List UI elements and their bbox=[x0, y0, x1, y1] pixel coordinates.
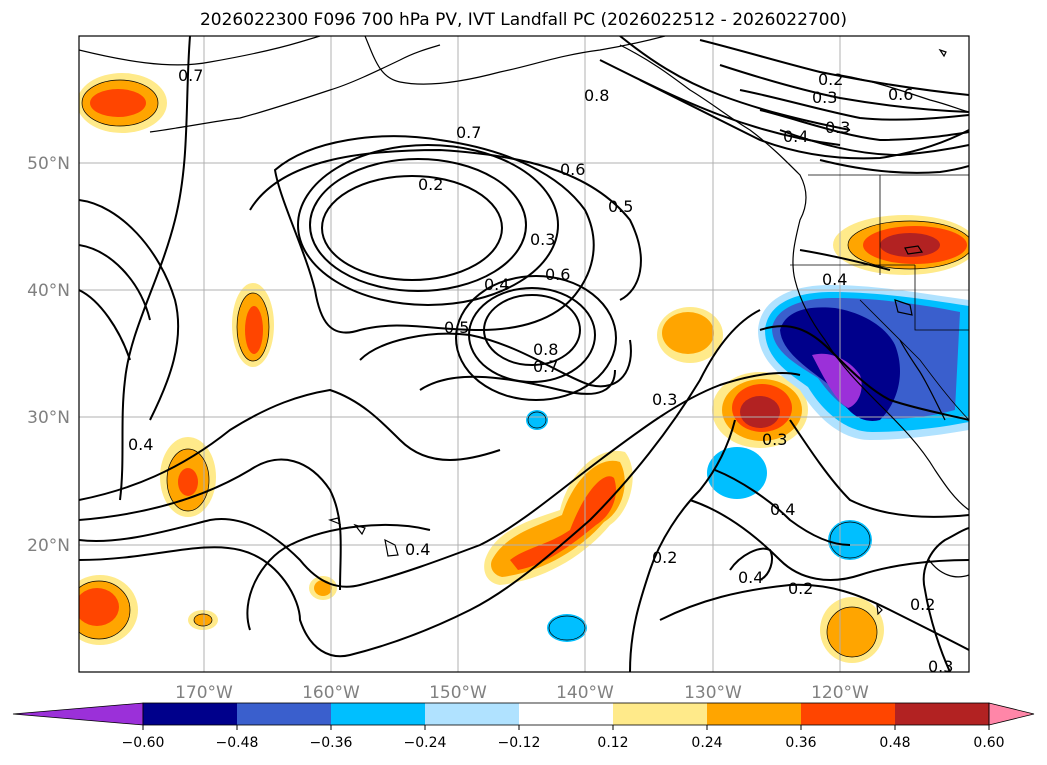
contour-label: 0.8 bbox=[584, 86, 609, 105]
contour-label: 0.3 bbox=[530, 230, 555, 249]
lat-axis-labels: 50°N 40°N 30°N 20°N bbox=[27, 154, 70, 556]
colorbar-tick-label: −0.24 bbox=[404, 735, 447, 751]
anomaly-shade-negative bbox=[812, 353, 862, 408]
contour-label: 0.2 bbox=[652, 548, 677, 567]
contour-label: 0.4 bbox=[770, 500, 795, 519]
colorbar-segment bbox=[237, 703, 332, 725]
anomaly-shade-negative bbox=[707, 447, 767, 499]
colorbar-tick-label: −0.60 bbox=[122, 735, 165, 751]
contour-label: 0.3 bbox=[812, 88, 837, 107]
contour-label: 0.4 bbox=[405, 540, 430, 559]
colorbar: −0.60 −0.48 −0.36 −0.24 −0.12 0.12 0.24 0.36 0.4… bbox=[12, 702, 1035, 751]
colorbar-segment bbox=[707, 703, 802, 725]
lat-label: 30°N bbox=[27, 408, 70, 428]
lat-label: 40°N bbox=[27, 281, 70, 301]
contour-label: 0.2 bbox=[418, 175, 443, 194]
anomaly-shade-band bbox=[510, 476, 616, 570]
colorbar-extend-low bbox=[12, 702, 144, 726]
colorbar-segment bbox=[331, 703, 426, 725]
lon-label: 140°W bbox=[556, 683, 614, 703]
colorbar-tick-label: −0.12 bbox=[498, 735, 541, 751]
anomaly-shade bbox=[740, 396, 780, 428]
colorbar-tick-label: 0.48 bbox=[879, 735, 910, 751]
lon-label: 160°W bbox=[302, 683, 360, 703]
contour-label: 0.2 bbox=[818, 70, 843, 89]
colorbar-segment bbox=[895, 703, 990, 725]
contour-label: 0.4 bbox=[128, 435, 153, 454]
contour-label: 0.6 bbox=[545, 265, 570, 284]
lon-label: 170°W bbox=[175, 683, 233, 703]
anomaly-shade-nw bbox=[90, 89, 146, 117]
contour-label: 0.3 bbox=[762, 430, 787, 449]
colorbar-segment bbox=[425, 703, 520, 725]
anomaly-shade bbox=[194, 614, 212, 626]
contour-label: 0.7 bbox=[533, 357, 558, 376]
colorbar-segment bbox=[519, 703, 614, 725]
map-frame bbox=[78, 35, 970, 673]
contour-label: 0.6 bbox=[560, 160, 585, 179]
colorbar-tick-label: −0.48 bbox=[216, 735, 259, 751]
contour-label: 0.5 bbox=[608, 197, 633, 216]
colorbar-extend-high bbox=[988, 702, 1035, 726]
anomaly-shade bbox=[314, 580, 332, 596]
anomaly-shade bbox=[178, 468, 198, 496]
anomaly-shade-negative bbox=[547, 614, 587, 642]
contour-label: 0.3 bbox=[825, 118, 850, 137]
map-title: 2026022300 F096 700 hPa PV, IVT Landfall… bbox=[199, 10, 847, 30]
anomaly-shade bbox=[79, 588, 119, 626]
colorbar-segment bbox=[801, 703, 896, 725]
contour-label: 0.5 bbox=[444, 318, 469, 337]
contour-label: 0.4 bbox=[822, 270, 847, 289]
coastlines bbox=[79, 36, 969, 616]
lon-label: 120°W bbox=[811, 683, 869, 703]
colorbar-segment bbox=[143, 703, 238, 725]
anomaly-shade bbox=[662, 312, 714, 354]
anomaly-shade-negative bbox=[526, 410, 548, 430]
contour-label: 0.7 bbox=[456, 123, 481, 142]
colorbar-tick-label: 0.60 bbox=[973, 735, 1004, 751]
lon-label: 130°W bbox=[684, 683, 742, 703]
lon-axis-labels: 170°W 160°W 150°W 140°W 130°W 120°W bbox=[175, 683, 869, 703]
anomaly-shade bbox=[880, 233, 940, 257]
lat-label: 20°N bbox=[27, 536, 70, 556]
contour-labels: 0.7 0.8 0.6 0.3 0.2 0.4 0.7 0.2 0.6 0.5 … bbox=[128, 66, 953, 676]
contour-label: 0.2 bbox=[788, 579, 813, 598]
lon-label: 150°W bbox=[429, 683, 487, 703]
colorbar-tick-label: 0.24 bbox=[691, 735, 722, 751]
contour-label: 0.3 bbox=[928, 657, 953, 676]
contour-label: 0.6 bbox=[888, 85, 913, 104]
colorbar-tick-label: −0.36 bbox=[310, 735, 353, 751]
shade-outlines bbox=[79, 79, 969, 658]
contour-label: 0.7 bbox=[178, 66, 203, 85]
colorbar-segment bbox=[613, 703, 708, 725]
contour-label: 0.8 bbox=[533, 340, 558, 359]
contour-label: 0.4 bbox=[484, 275, 509, 294]
colorbar-tick-label: 0.12 bbox=[597, 735, 628, 751]
contour-label: 0.3 bbox=[652, 390, 677, 409]
anomaly-shade-negative bbox=[828, 520, 872, 560]
anomaly-shade bbox=[245, 306, 263, 354]
pv-contours bbox=[79, 36, 969, 672]
lat-label: 50°N bbox=[27, 154, 70, 174]
colorbar-outline bbox=[142, 702, 990, 726]
colorbar-tick-label: 0.36 bbox=[785, 735, 816, 751]
contour-label: 0.2 bbox=[910, 595, 935, 614]
contour-label: 0.4 bbox=[783, 127, 808, 146]
contour-label: 0.4 bbox=[738, 568, 763, 587]
